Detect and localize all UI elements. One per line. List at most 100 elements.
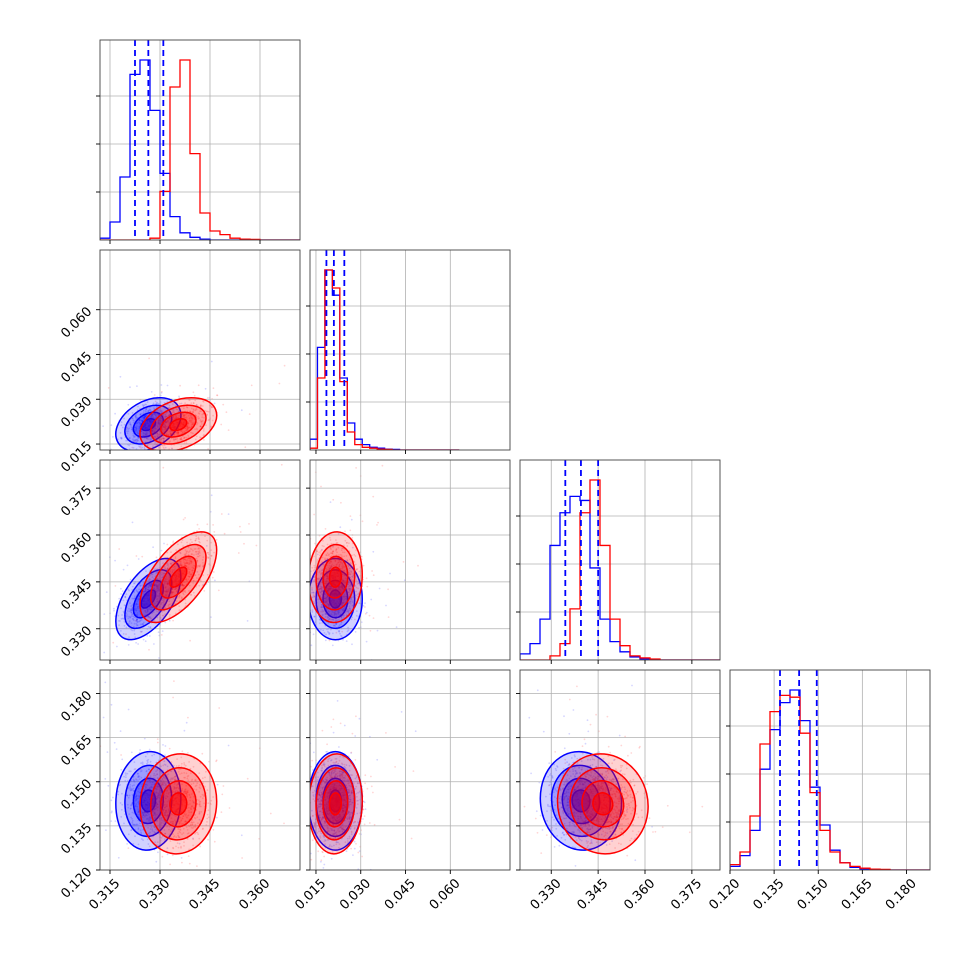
- scatter-point: [316, 577, 319, 580]
- scatter-point: [246, 620, 249, 622]
- scatter-point: [141, 555, 144, 558]
- scatter-point: [157, 426, 159, 428]
- scatter-point: [155, 405, 158, 408]
- scatter-point: [156, 590, 159, 592]
- scatter-point: [171, 447, 174, 450]
- scatter-point: [348, 567, 351, 570]
- scatter-point: [171, 463, 173, 465]
- scatter-point: [189, 427, 192, 429]
- scatter-point: [341, 547, 344, 550]
- scatter-point: [185, 559, 187, 562]
- scatter-point: [349, 590, 352, 592]
- scatter-point: [185, 427, 188, 429]
- scatter-point: [126, 432, 129, 434]
- scatter-point: [127, 413, 130, 415]
- scatter-point: [156, 425, 159, 428]
- scatter-point: [338, 624, 341, 626]
- scatter-point: [157, 419, 160, 422]
- scatter-point: [328, 603, 330, 605]
- scatter-point: [153, 435, 155, 438]
- scatter-point: [164, 586, 167, 589]
- scatter-point: [193, 421, 196, 424]
- scatter-point: [140, 631, 143, 633]
- scatter-point: [179, 438, 182, 440]
- scatter-point: [155, 585, 158, 587]
- scatter-point: [349, 584, 352, 587]
- scatter-point: [197, 412, 200, 414]
- scatter-point: [163, 598, 166, 601]
- scatter-point: [342, 638, 344, 641]
- scatter-point: [355, 467, 357, 469]
- scatter-point: [345, 597, 347, 600]
- scatter-point: [328, 603, 330, 606]
- scatter-point: [105, 829, 107, 831]
- scatter-point: [333, 611, 336, 614]
- scatter-point: [183, 430, 186, 433]
- scatter-point: [134, 636, 137, 639]
- scatter-point: [369, 629, 372, 632]
- scatter-point: [190, 416, 193, 419]
- scatter-point: [117, 614, 120, 617]
- scatter-point: [149, 409, 152, 412]
- scatter-point: [64, 871, 66, 873]
- scatter-point: [151, 415, 154, 418]
- scatter-point: [196, 555, 199, 558]
- scatter-point: [144, 589, 147, 592]
- scatter-point: [179, 564, 182, 566]
- scatter-point: [187, 422, 190, 425]
- scatter-point: [333, 613, 336, 616]
- scatter-point: [112, 455, 114, 457]
- scatter-point: [312, 592, 315, 594]
- scatter-point: [164, 606, 167, 609]
- scatter-point: [190, 594, 193, 596]
- scatter-point: [343, 614, 345, 617]
- scatter-point: [155, 588, 158, 591]
- scatter-point: [172, 540, 175, 543]
- scatter-point: [161, 601, 164, 604]
- scatter-point: [149, 626, 152, 629]
- scatter-point: [195, 577, 198, 579]
- scatter-point: [175, 415, 178, 418]
- scatter-point: [164, 585, 167, 588]
- scatter-point: [197, 537, 200, 540]
- scatter-point: [208, 410, 210, 413]
- scatter-point: [320, 485, 322, 488]
- scatter-point: [163, 444, 166, 447]
- scatter-point: [134, 426, 137, 429]
- scatter-point: [203, 590, 206, 592]
- scatter-point: [178, 595, 181, 597]
- scatter-point: [194, 409, 197, 411]
- scatter-point: [198, 540, 201, 543]
- scatter-point: [150, 416, 153, 418]
- scatter-point: [140, 419, 143, 422]
- scatter-point: [152, 416, 155, 418]
- scatter-point: [175, 407, 177, 410]
- scatter-point: [353, 561, 356, 563]
- scatter-point: [167, 567, 169, 569]
- scatter-point: [130, 615, 133, 618]
- scatter-point: [341, 572, 344, 575]
- scatter-point: [337, 612, 340, 614]
- scatter-point: [144, 609, 147, 612]
- scatter-point: [165, 425, 167, 428]
- scatter-point: [166, 567, 169, 570]
- scatter-point: [333, 614, 335, 617]
- scatter-point: [122, 617, 125, 620]
- scatter-point: [156, 586, 159, 588]
- scatter-point: [326, 577, 328, 580]
- scatter-point: [123, 620, 126, 623]
- scatter-point: [165, 421, 168, 424]
- scatter-point: [180, 562, 182, 564]
- scatter-point: [147, 588, 149, 591]
- scatter-point: [152, 445, 154, 447]
- scatter-point: [185, 416, 188, 419]
- scatter-point: [142, 418, 145, 421]
- scatter-point: [201, 413, 204, 416]
- scatter-point: [147, 410, 150, 412]
- scatter-point: [136, 618, 138, 621]
- scatter-point: [143, 446, 146, 448]
- scatter-point: [135, 426, 138, 429]
- scatter-point: [210, 360, 213, 363]
- scatter-point: [134, 607, 137, 610]
- scatter-point: [306, 584, 308, 586]
